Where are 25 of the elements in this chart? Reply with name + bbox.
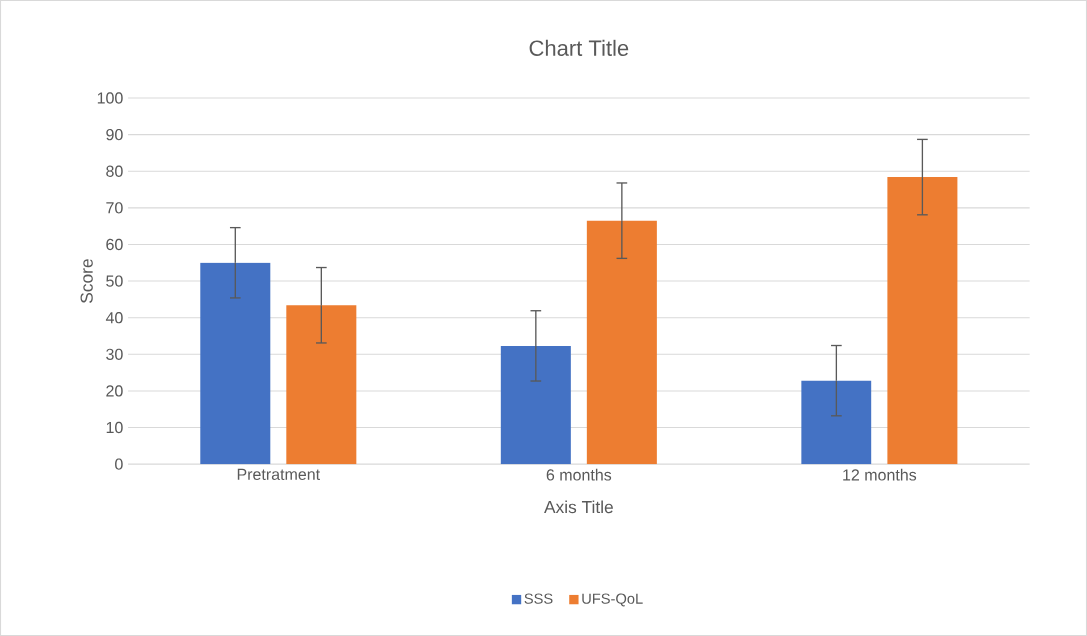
x-axis-title: Axis Title xyxy=(544,500,613,514)
y-tick-label: 80 xyxy=(106,165,123,177)
y-tick-label: 10 xyxy=(106,421,123,434)
y-tick-label: 40 xyxy=(105,311,123,324)
bar xyxy=(500,345,571,465)
x-tick-label: 6 months xyxy=(546,468,612,481)
chart-title: Chart Title xyxy=(529,39,629,56)
bar xyxy=(286,305,357,465)
y-tick-label: 60 xyxy=(106,238,123,251)
y-tick-label: 50 xyxy=(106,275,123,287)
y-tick-label: 90 xyxy=(106,128,123,141)
y-axis-title: Score xyxy=(80,259,93,303)
x-tick-label: Pretratment xyxy=(237,468,320,480)
y-tick-label: 100 xyxy=(97,92,123,104)
bar xyxy=(586,220,657,465)
y-tick-label: 20 xyxy=(106,385,123,397)
x-tick-label: 12 months xyxy=(843,468,917,481)
bar xyxy=(801,380,872,465)
legend-label: SSS xyxy=(524,593,553,604)
bar xyxy=(200,262,271,465)
legend-label: UFS-QoL xyxy=(582,593,643,607)
y-tick-label: 30 xyxy=(106,348,123,360)
bar xyxy=(887,177,958,465)
y-tick-label: 70 xyxy=(106,202,123,214)
y-tick-label: 0 xyxy=(115,458,123,470)
